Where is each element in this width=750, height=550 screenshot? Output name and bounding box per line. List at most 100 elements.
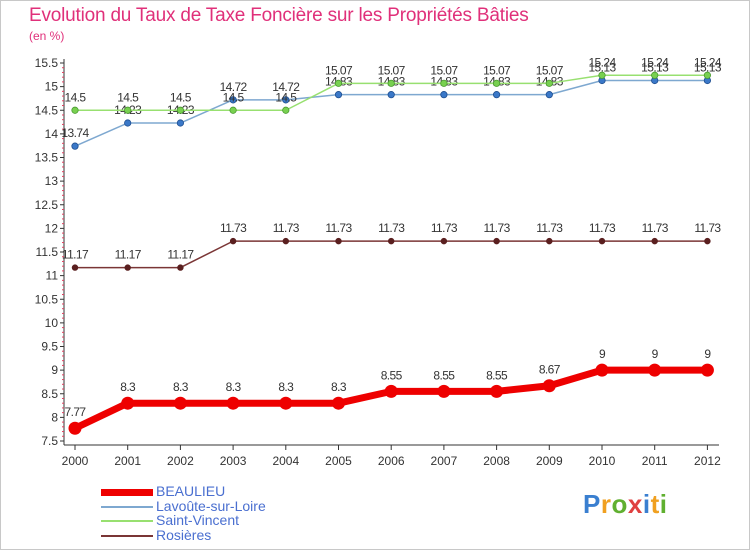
y-tick-label: 7.5	[41, 434, 58, 448]
series-saint-vincent: 14.5 14.5 14.5 14.5 14.5 15.07 15.07 15.07 15.07…	[65, 55, 722, 114]
data-point	[492, 91, 501, 99]
data-label: 11.73	[431, 221, 458, 235]
data-label: 15.13	[694, 60, 722, 74]
data-point	[226, 396, 240, 410]
data-label: 14.72	[272, 80, 300, 94]
data-label: 15.07	[378, 63, 406, 77]
data-label: 8.3	[120, 380, 136, 394]
data-point	[176, 106, 184, 114]
data-point	[595, 363, 609, 377]
data-point	[598, 237, 606, 245]
data-label: 15.13	[588, 60, 616, 74]
logo-letter: o	[611, 489, 628, 519]
logo-letter: x	[627, 489, 643, 519]
data-label: 11.73	[220, 221, 247, 235]
y-axis-unit-label: (en %)	[29, 29, 65, 43]
data-label: 15.24	[641, 55, 669, 69]
data-label: 8.55	[486, 368, 508, 382]
y-tick-label: 13.5	[35, 151, 59, 165]
data-point	[490, 384, 504, 398]
data-point	[703, 71, 712, 79]
legend-swatch	[101, 505, 153, 508]
data-point	[437, 384, 451, 398]
x-tick-label: 2005	[325, 454, 352, 468]
data-point	[282, 237, 289, 245]
data-label: 8.55	[433, 368, 455, 382]
logo-letter: r	[600, 489, 612, 519]
data-label: 14.5	[65, 90, 87, 104]
data-label: 8.3	[226, 380, 242, 394]
data-label: 15.13	[641, 60, 669, 74]
data-point	[335, 237, 342, 245]
data-point	[545, 79, 553, 87]
y-tick-label: 15.5	[35, 56, 59, 70]
data-point	[700, 363, 714, 377]
y-tick-label: 13	[45, 174, 59, 188]
data-point	[334, 79, 343, 87]
y-tick-label: 8	[51, 410, 58, 424]
data-point	[542, 379, 556, 393]
data-point	[387, 79, 395, 87]
data-point	[648, 363, 662, 377]
data-label: 15.07	[325, 63, 353, 77]
data-label: 9	[652, 347, 659, 361]
x-tick-label: 2010	[589, 454, 616, 468]
data-point	[124, 264, 131, 271]
data-label: 11.17	[167, 248, 194, 262]
y-tick-label: 14.5	[35, 103, 59, 117]
data-point	[279, 396, 293, 410]
data-label: 11.73	[325, 221, 352, 235]
legend-label: BEAULIEU	[156, 483, 226, 499]
data-point	[176, 119, 184, 127]
data-point	[71, 264, 79, 271]
y-tick-label: 10.5	[35, 292, 59, 306]
x-tick-label: 2007	[431, 454, 458, 468]
proxiti-logo: Proxiti	[583, 489, 667, 520]
data-label: 14.72	[220, 80, 248, 94]
data-point	[440, 79, 448, 87]
data-point	[124, 119, 132, 127]
data-point	[440, 237, 448, 245]
data-label: 11.73	[536, 221, 563, 235]
x-tick-label: 2006	[378, 454, 405, 468]
logo-letter: t	[650, 489, 660, 519]
data-label: 15.07	[536, 63, 564, 77]
data-point	[229, 237, 237, 245]
y-tick-label: 11.5	[36, 245, 59, 259]
data-point	[229, 106, 237, 114]
data-label: 11.73	[694, 221, 721, 235]
chart-title: Evolution du Taux de Taxe Foncière sur l…	[29, 5, 529, 26]
x-tick-label: 2001	[114, 454, 141, 468]
data-point	[492, 79, 501, 87]
data-point	[598, 71, 606, 79]
x-tick-label: 2011	[642, 454, 668, 468]
data-label: 9	[704, 347, 711, 361]
line-chart: 7.5 8 8.5 9 9.5 10 10.5 11 11.5 12 12.5 13 13.5 14 14.…	[35, 55, 723, 468]
data-point	[704, 237, 711, 245]
data-point	[177, 264, 184, 271]
data-label: 7.77	[65, 405, 87, 419]
y-tick-label: 11	[46, 269, 59, 283]
data-label: 14.5	[223, 90, 245, 104]
x-tick-label: 2004	[272, 454, 299, 468]
data-label: 15.07	[430, 63, 458, 77]
legend-swatch	[101, 488, 153, 496]
data-point	[651, 71, 659, 79]
y-tick-label: 14	[45, 127, 59, 141]
data-point	[651, 237, 658, 245]
data-point	[71, 142, 79, 150]
data-label: 11.73	[484, 221, 511, 235]
data-label: 8.67	[539, 363, 561, 377]
data-point	[388, 237, 395, 245]
data-label: 11.73	[642, 221, 669, 235]
data-label: 15.07	[483, 63, 511, 77]
data-label: 14.5	[117, 90, 139, 104]
data-label: 8.3	[173, 380, 189, 394]
data-label: 14.5	[275, 90, 297, 104]
data-point	[384, 384, 398, 398]
y-tick-label: 9.5	[41, 340, 58, 354]
data-point	[282, 96, 290, 104]
series-beaulieu: 7.77 8.3 8.3 8.3 8.3 8.3 8.55 8.55 8.55 8.67 9 9 9	[65, 347, 714, 435]
y-tick-label: 8.5	[41, 387, 58, 401]
